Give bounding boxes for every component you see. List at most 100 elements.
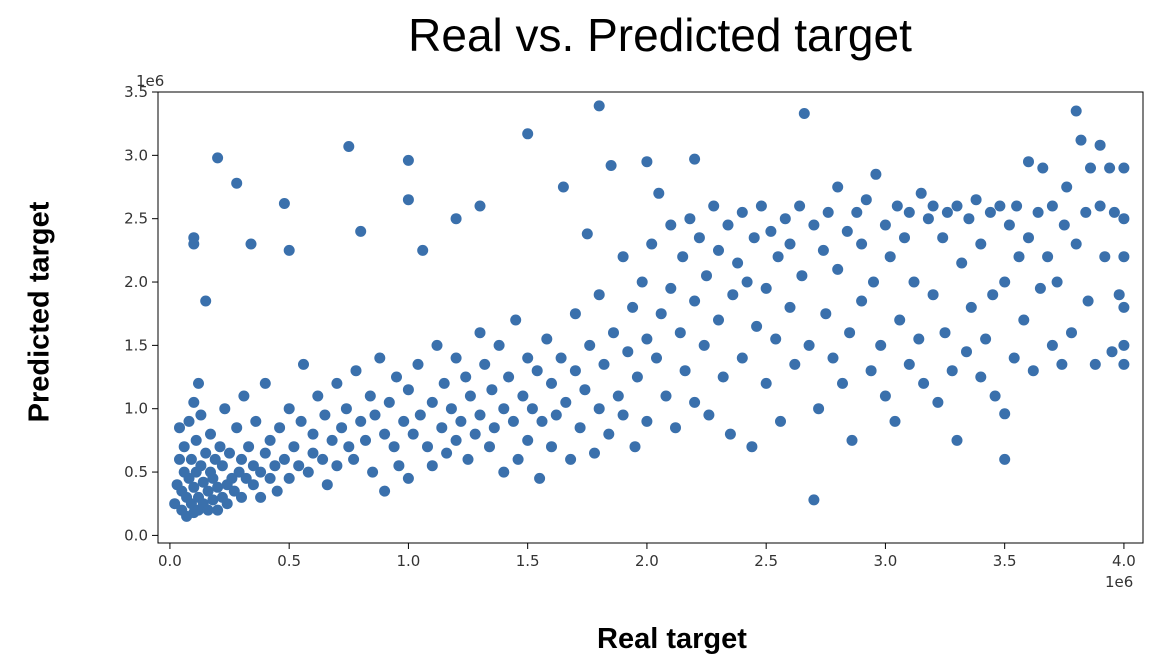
data-point	[221, 498, 233, 510]
data-point	[474, 327, 486, 339]
data-point	[379, 428, 391, 440]
data-point	[247, 460, 259, 472]
data-point	[689, 295, 701, 307]
data-point	[212, 152, 224, 164]
data-point	[889, 415, 901, 427]
data-point	[247, 479, 259, 491]
data-point	[195, 409, 207, 421]
data-point	[283, 472, 295, 484]
data-point	[348, 453, 360, 465]
data-point	[903, 358, 915, 370]
data-point	[915, 187, 927, 199]
data-point	[207, 494, 219, 506]
data-point	[653, 187, 665, 199]
data-point	[789, 358, 801, 370]
data-point	[417, 244, 429, 256]
data-point	[450, 352, 462, 364]
data-point	[414, 409, 426, 421]
data-point	[603, 428, 615, 440]
data-point	[1118, 251, 1130, 263]
data-point	[655, 308, 667, 320]
data-point	[422, 441, 433, 453]
data-point	[670, 422, 681, 434]
data-point	[469, 428, 481, 440]
data-point	[784, 238, 796, 250]
data-point	[1080, 206, 1092, 218]
data-point	[212, 504, 224, 516]
data-point	[1113, 289, 1125, 301]
data-point	[760, 282, 772, 294]
x-tick-label: 1.0	[396, 552, 420, 570]
data-point	[784, 301, 796, 313]
data-point	[794, 200, 806, 212]
data-point	[813, 403, 825, 415]
data-point	[340, 403, 352, 415]
data-point	[205, 428, 216, 440]
data-point	[884, 251, 896, 263]
data-point	[402, 194, 414, 206]
data-point	[486, 384, 498, 396]
data-point	[713, 314, 724, 326]
data-point	[1046, 200, 1058, 212]
x-tick-label: 0.0	[158, 552, 182, 570]
data-point	[1106, 346, 1118, 358]
data-point	[808, 219, 820, 231]
data-point	[970, 194, 982, 206]
data-point	[796, 270, 808, 282]
data-point	[584, 339, 596, 351]
data-point	[200, 447, 212, 459]
x-tick-label: 3.0	[873, 552, 897, 570]
data-point	[646, 238, 658, 250]
data-point	[231, 177, 243, 189]
data-point	[326, 434, 338, 446]
data-point	[922, 213, 934, 225]
data-point	[736, 206, 748, 218]
data-point	[1051, 276, 1063, 288]
data-point	[507, 415, 519, 427]
data-point	[355, 415, 367, 427]
data-point	[219, 403, 231, 415]
data-point	[178, 441, 190, 453]
data-point	[185, 453, 197, 465]
data-point	[343, 141, 355, 152]
data-point	[574, 422, 586, 434]
data-point	[426, 396, 438, 408]
data-point	[1032, 206, 1044, 218]
data-point	[431, 339, 443, 351]
data-point	[963, 213, 975, 225]
data-point	[999, 453, 1011, 465]
data-point	[822, 206, 834, 218]
data-point	[579, 384, 591, 396]
data-point	[512, 453, 524, 465]
data-point	[946, 365, 958, 377]
data-point	[1118, 213, 1130, 225]
data-point	[522, 434, 534, 446]
x-tick-label: 2.5	[754, 552, 778, 570]
data-point	[856, 295, 868, 307]
data-point	[209, 453, 221, 465]
data-point	[321, 479, 333, 491]
data-point	[937, 232, 949, 244]
y-tick-label: 1.5	[124, 336, 148, 354]
data-point	[999, 276, 1011, 288]
data-point	[190, 434, 202, 446]
data-point	[331, 460, 343, 472]
y-tick-label: 2.5	[124, 210, 148, 228]
data-point	[402, 154, 414, 166]
data-point	[374, 352, 386, 364]
data-point	[665, 282, 677, 294]
data-point	[369, 409, 381, 421]
data-point	[207, 472, 219, 484]
data-point	[965, 301, 977, 313]
y-tick-label: 0.0	[124, 526, 148, 544]
data-point	[364, 390, 376, 402]
data-point	[746, 441, 758, 453]
data-point	[343, 441, 355, 453]
data-point	[412, 358, 424, 370]
data-point	[1070, 105, 1082, 117]
data-point	[236, 453, 247, 465]
data-point	[851, 206, 863, 218]
data-point	[498, 403, 510, 415]
data-point	[1118, 301, 1130, 313]
data-point	[870, 168, 882, 180]
